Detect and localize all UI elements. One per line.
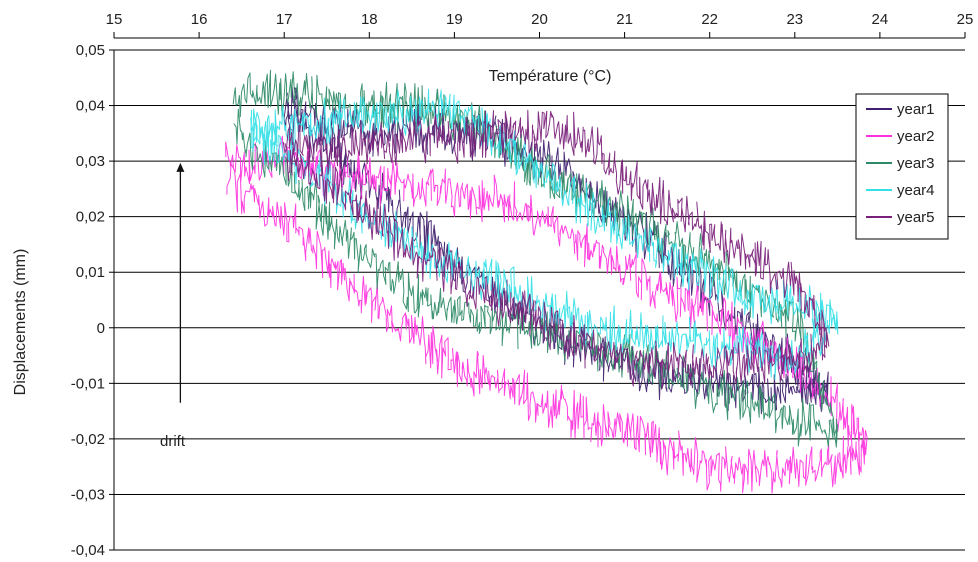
x-tick-label: 18 (361, 11, 378, 28)
x-tick-label: 20 (531, 11, 548, 28)
y-tick-label: -0,01 (71, 375, 105, 392)
y-axis-title: Displacements (mm) (12, 249, 29, 396)
legend-label-year1: year1 (897, 101, 935, 118)
x-tick-label: 19 (446, 11, 463, 28)
legend-label-year5: year5 (897, 209, 935, 226)
x-tick-label: 23 (786, 11, 803, 28)
x-tick-label: 25 (957, 11, 974, 28)
series-line-year5 (282, 109, 830, 389)
x-tick-label: 15 (106, 11, 123, 28)
x-tick-label: 21 (616, 11, 633, 28)
x-axis-title: Température (°C) (489, 68, 612, 85)
y-tick-label: 0,01 (76, 264, 105, 281)
legend: year1 year2 year3 year4 year5 (855, 93, 949, 240)
x-tick-label: 24 (872, 11, 889, 28)
drift-arrowhead-icon (176, 162, 185, 172)
y-tick-label: 0,05 (76, 42, 105, 59)
y-tick-label: -0,03 (71, 486, 105, 503)
x-tick-label: 22 (701, 11, 718, 28)
y-tick-label: 0,04 (76, 98, 105, 115)
drift-annotation: drift (160, 162, 186, 450)
legend-box (855, 93, 949, 240)
legend-label-year2: year2 (897, 128, 935, 145)
series-layer (225, 69, 868, 494)
y-tick-label: 0,03 (76, 153, 105, 170)
legend-label-year4: year4 (897, 182, 935, 199)
drift-label: drift (160, 433, 186, 450)
legend-label-year3: year3 (897, 155, 935, 172)
series-line-year4 (250, 88, 839, 380)
series-line-year3 (232, 69, 838, 448)
x-tick-label: 17 (276, 11, 293, 28)
legend-items: year1 year2 year3 year4 year5 (866, 101, 935, 226)
y-tick-label: 0,02 (76, 209, 105, 226)
axis-layer: 0,05 0,04 0,03 0,02 0,01 0 -0,01 -0,02 -0,03 -0,0… (71, 11, 974, 559)
x-tick-label: 16 (191, 11, 208, 28)
series-line-year2 (225, 135, 868, 494)
y-tick-label: -0,02 (71, 431, 105, 448)
y-tick-label: -0,04 (71, 542, 105, 559)
y-tick-label: 0 (97, 320, 105, 337)
